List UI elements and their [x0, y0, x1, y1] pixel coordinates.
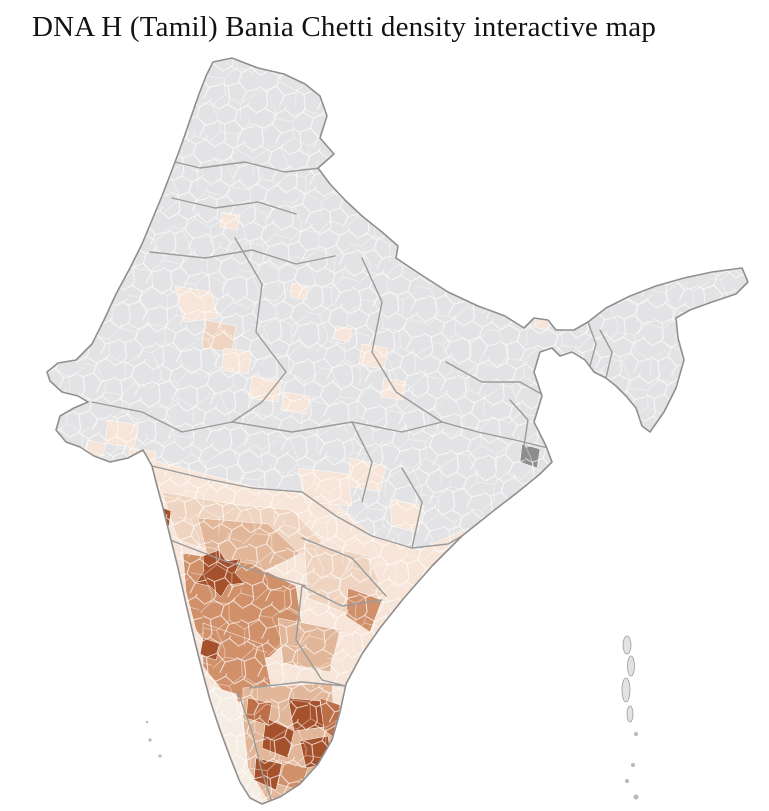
andaman-island-3[interactable]	[621, 677, 631, 703]
lakshadweep-island-2[interactable]	[158, 754, 162, 758]
state-border-kashmir	[157, 157, 321, 173]
state-border-odisha-west	[401, 467, 423, 549]
state-border-gujarat	[91, 401, 233, 433]
andaman-islet[interactable]	[634, 732, 638, 736]
state-border-mp-cg	[351, 421, 373, 503]
lakshadweep-island-3[interactable]	[145, 720, 149, 724]
andaman-island-4[interactable]	[626, 705, 634, 723]
state-border-tn-north	[249, 681, 347, 689]
state-border-odisha-ap	[371, 535, 463, 549]
state-border-himachal	[171, 197, 297, 215]
nicobar-island-1[interactable]	[631, 763, 635, 767]
page-title: DNA H (Tamil) Bania Chetti density inter…	[32, 11, 657, 43]
state-border-mh-ka	[169, 539, 307, 587]
state-border-telangana	[301, 537, 387, 607]
state-border-kerala-tn	[237, 691, 273, 803]
state-border-ka-ap	[295, 585, 347, 687]
state-border-bihar	[445, 361, 546, 397]
islands[interactable]	[145, 635, 639, 800]
nicobar-island-3[interactable]	[633, 794, 639, 800]
lakshadweep-island-1[interactable]	[148, 738, 152, 742]
state-border-rajasthan-east	[231, 237, 287, 423]
state-border-up-east	[361, 257, 443, 423]
state-border-wb	[509, 399, 529, 447]
state-border-jharkhand	[441, 421, 549, 449]
state-border-maharashtra-north	[151, 465, 373, 537]
state-border-northeast	[587, 321, 613, 379]
state-border-haryana	[149, 249, 336, 265]
state-borders	[91, 157, 613, 803]
andaman-island-2[interactable]	[627, 655, 635, 677]
nicobar-island-2[interactable]	[625, 779, 629, 783]
andaman-island-1[interactable]	[622, 635, 632, 655]
